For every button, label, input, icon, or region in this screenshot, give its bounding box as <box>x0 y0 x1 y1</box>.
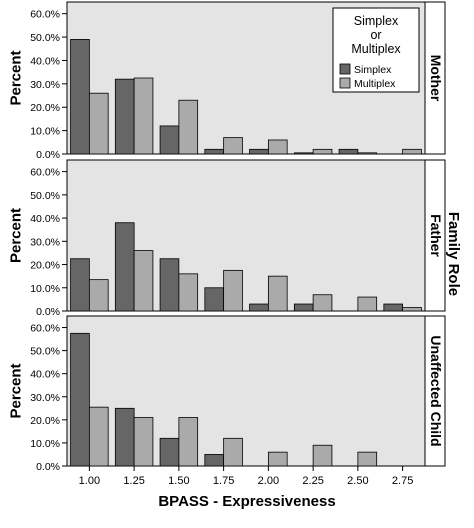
y-tick-label-1-6: 60.0% <box>30 167 60 179</box>
legend-title-line-0: Simplex <box>354 14 399 28</box>
bar-father-multiplex-6 <box>357 296 378 312</box>
y-tick-label-2-6: 60.0% <box>30 323 60 335</box>
bar-father-simplex-1 <box>114 222 135 312</box>
legend-title-line-1: or <box>370 28 381 42</box>
x-tick-label-5: 2.25 <box>302 475 323 487</box>
axes-layer: Percent 0.0% 10.0% 20.0% 30.0% 40.0% 50.0% 60.0… <box>8 9 414 487</box>
bar-unaffected-child-multiplex-1 <box>133 417 154 467</box>
bar-mother-simplex-1 <box>114 78 135 155</box>
bar-father-multiplex-1 <box>133 250 154 312</box>
bar-unaffected-child-simplex-2 <box>159 437 180 467</box>
y-tick-label-1-1: 10.0% <box>30 283 60 295</box>
x-tick-label-3: 1.75 <box>213 475 234 487</box>
bar-mother-simplex-2 <box>159 125 180 155</box>
y-tick-label-0-2: 20.0% <box>30 102 60 114</box>
y-tick-label-1-5: 50.0% <box>30 190 60 202</box>
x-tick-label-6: 2.50 <box>347 475 368 487</box>
y-tick-label-2-0: 0.0% <box>36 461 60 473</box>
bar-mother-simplex-6 <box>338 148 359 155</box>
bar-mother-multiplex-6 <box>357 152 378 155</box>
bar-unaffected-child-multiplex-2 <box>178 417 199 467</box>
bar-father-multiplex-4 <box>267 275 288 312</box>
bar-unaffected-child-multiplex-3 <box>223 437 243 467</box>
bar-unaffected-child-multiplex-4 <box>267 451 288 467</box>
bar-mother-multiplex-4 <box>267 139 288 155</box>
y-tick-label-0-3: 30.0% <box>30 79 60 91</box>
bar-mother-multiplex-1 <box>133 77 154 155</box>
x-tick-label-7: 2.75 <box>392 475 413 487</box>
bar-unaffected-child-simplex-1 <box>114 407 135 467</box>
y-tick-label-0-1: 10.0% <box>30 126 60 138</box>
bar-father-multiplex-7 <box>402 307 422 312</box>
panel-label-2: Unaffected Child <box>428 335 444 446</box>
bar-unaffected-child-multiplex-5 <box>312 444 333 467</box>
bar-mother-multiplex-0 <box>88 92 109 155</box>
y-tick-label-1-4: 40.0% <box>30 213 60 225</box>
bar-unaffected-child-multiplex-6 <box>357 451 378 467</box>
y-axis-title-1: Percent <box>8 208 25 263</box>
bar-father-multiplex-0 <box>88 279 109 312</box>
y-tick-label-2-4: 40.0% <box>30 369 60 381</box>
y-tick-label-2-3: 30.0% <box>30 392 60 404</box>
y-tick-label-0-0: 0.0% <box>36 149 60 161</box>
panel-strip-1 <box>424 159 446 312</box>
y-tick-label-2-1: 10.0% <box>30 438 60 450</box>
bar-mother-simplex-3 <box>204 148 225 155</box>
bar-father-multiplex-2 <box>178 273 199 312</box>
legend-label-simplex: Simplex <box>354 64 392 76</box>
panel-label-0: Mother <box>428 55 444 102</box>
panel-label-1: Father <box>428 214 444 257</box>
y-tick-label-1-3: 30.0% <box>30 236 60 248</box>
y-tick-label-0-5: 50.0% <box>30 32 60 44</box>
legend-swatch-multiplex <box>339 77 351 89</box>
bar-father-multiplex-5 <box>312 294 333 312</box>
bar-mother-multiplex-5 <box>312 148 333 155</box>
bar-father-multiplex-3 <box>223 269 243 312</box>
bar-father-simplex-7 <box>383 303 404 312</box>
y-tick-label-1-2: 20.0% <box>30 260 60 272</box>
legend-swatch-simplex <box>339 63 351 75</box>
x-tick-label-1: 1.25 <box>123 475 144 487</box>
bar-father-simplex-5 <box>293 303 314 312</box>
panel-strip-0 <box>424 1 446 155</box>
legend-title-line-2: Multiplex <box>351 42 401 56</box>
bar-mother-simplex-0 <box>70 39 90 155</box>
bar-father-simplex-4 <box>249 303 269 312</box>
bar-father-simplex-0 <box>70 258 90 312</box>
bar-father-simplex-3 <box>204 287 225 312</box>
bar-father-simplex-2 <box>159 258 180 312</box>
bar-unaffected-child-simplex-0 <box>70 332 90 467</box>
bar-mother-multiplex-3 <box>223 137 243 155</box>
y-tick-label-2-5: 50.0% <box>30 346 60 358</box>
y-tick-label-1-0: 0.0% <box>36 306 60 318</box>
bar-unaffected-child-simplex-3 <box>204 454 225 467</box>
bar-mother-simplex-5 <box>293 152 314 155</box>
x-tick-label-4: 2.00 <box>258 475 279 487</box>
x-tick-label-0: 1.00 <box>79 475 100 487</box>
y-axis-title-2: Percent <box>8 363 25 418</box>
bar-mother-multiplex-7 <box>402 148 422 155</box>
facet-title: Family Role <box>445 212 462 296</box>
bars-layer <box>70 39 422 467</box>
y-tick-label-0-4: 40.0% <box>30 55 60 67</box>
legend-label-multiplex: Multiplex <box>354 78 396 90</box>
y-tick-label-0-6: 60.0% <box>30 9 60 21</box>
bar-mother-simplex-4 <box>249 148 269 155</box>
x-axis-title: BPASS - Expressiveness <box>158 493 335 510</box>
y-tick-label-2-2: 20.0% <box>30 415 60 427</box>
y-axis-title-0: Percent <box>8 50 25 105</box>
bar-mother-multiplex-2 <box>178 99 199 155</box>
panel-strip-2 <box>424 315 446 467</box>
bar-unaffected-child-multiplex-0 <box>88 406 109 467</box>
x-tick-label-2: 1.50 <box>168 475 189 487</box>
